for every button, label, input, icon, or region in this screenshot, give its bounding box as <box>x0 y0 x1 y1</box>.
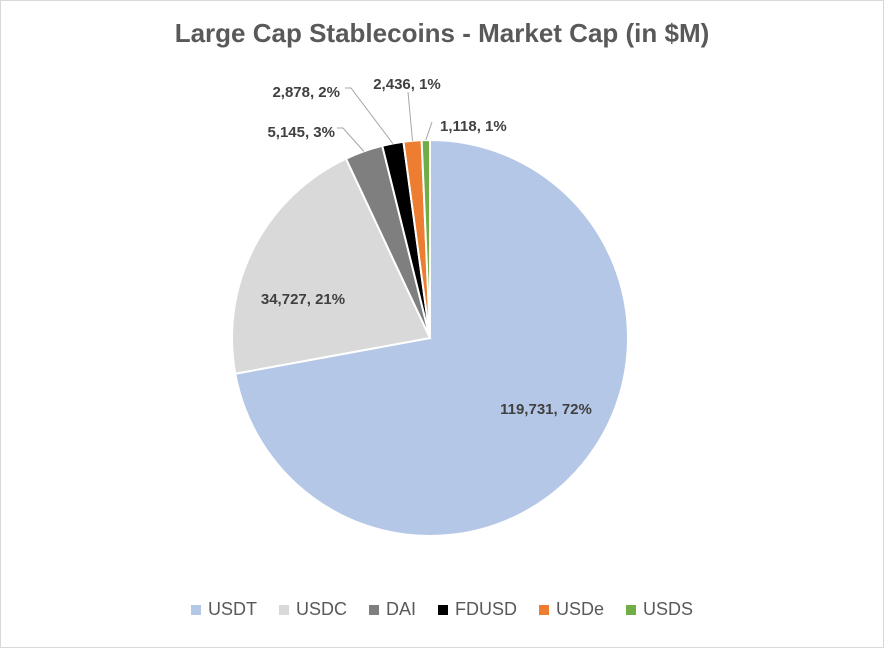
legend-label: USDS <box>643 599 694 619</box>
legend-item-usde: USDe <box>539 599 604 620</box>
leader-line-usde <box>407 91 414 141</box>
legend-item-usdc: USDC <box>278 599 347 620</box>
data-label-dai: 5,145, 3% <box>267 124 335 141</box>
legend-swatch <box>626 604 637 615</box>
data-label-usdt: 119,731, 72% <box>500 401 592 418</box>
leader-line-fdusd <box>345 87 394 144</box>
pie-slice-usdc <box>231 157 432 375</box>
legend-item-usds: USDS <box>626 599 693 620</box>
legend-swatch <box>278 604 289 615</box>
legend-swatch <box>539 604 549 615</box>
legend-label: USDC <box>295 599 347 619</box>
legend-item-usdt: USDT <box>190 599 257 620</box>
legend-label: FDUSD <box>455 599 517 619</box>
legend-swatch <box>438 604 448 615</box>
data-label-usds: 1,118, 1% <box>440 118 507 135</box>
legend-item-dai: DAI <box>368 599 416 620</box>
pie-slice-usdt <box>234 138 629 537</box>
data-label-usdc: 34,727, 21% <box>261 291 345 308</box>
data-label-fdusd: 2,878, 2% <box>272 84 340 101</box>
legend-item-fdusd: FDUSD <box>438 599 517 620</box>
legend-label: USDT <box>207 599 257 619</box>
chart-title: Large Cap Stablecoins - Market Cap (in $… <box>174 18 710 48</box>
data-label-usde: 2,436, 1% <box>373 76 441 93</box>
chart-legend: USDT USDC DAI FDUSD USDe USDS <box>0 599 884 620</box>
legend-label: DAI <box>385 599 416 619</box>
leader-line-dai <box>337 127 365 152</box>
leader-line-usds <box>425 121 433 141</box>
legend-swatch <box>190 604 201 615</box>
legend-label: USDe <box>556 599 605 619</box>
legend-swatch <box>368 604 379 615</box>
